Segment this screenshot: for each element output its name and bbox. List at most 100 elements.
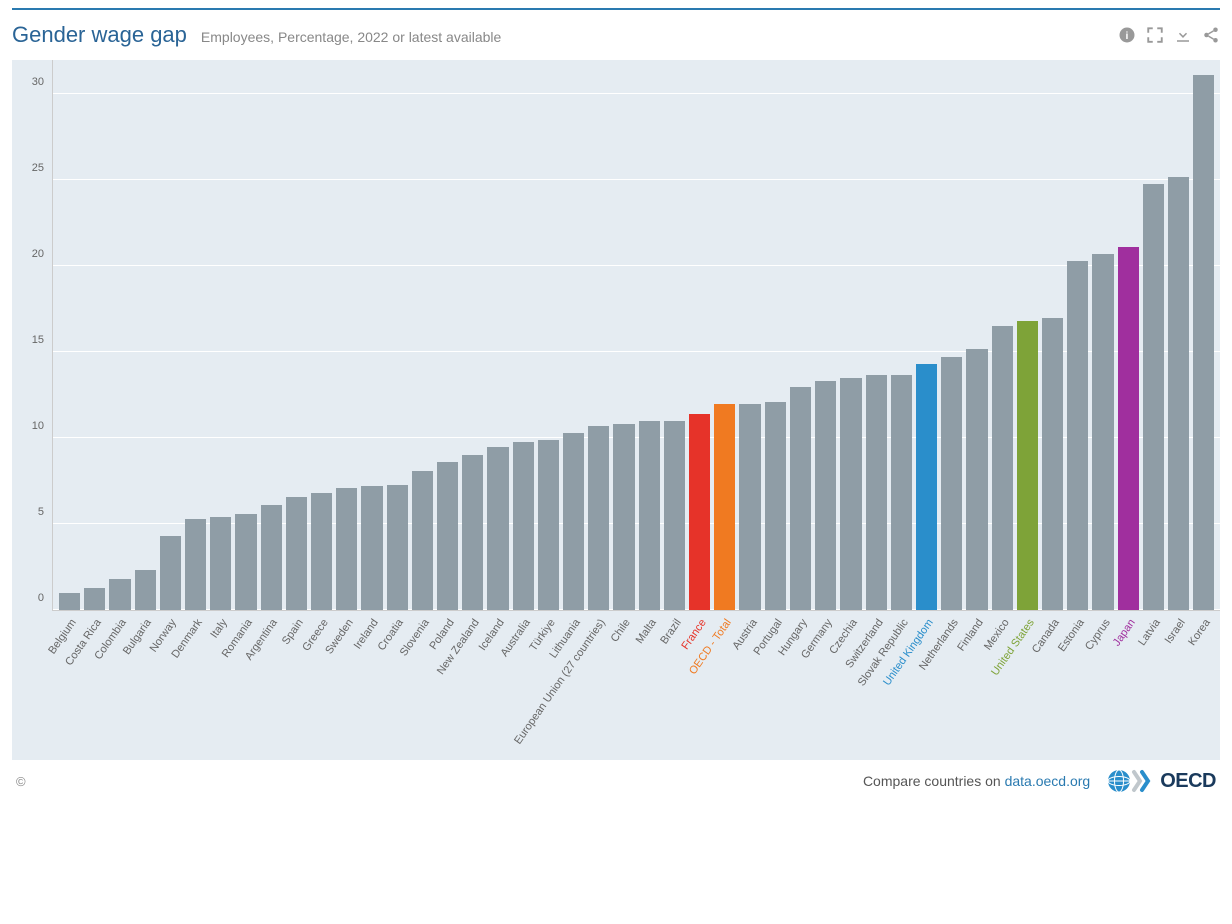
bar[interactable] — [462, 455, 483, 610]
x-label-slot: Bulgaria — [134, 617, 155, 760]
bar[interactable] — [1067, 261, 1088, 610]
bar[interactable] — [714, 404, 735, 610]
x-label-slot: Ireland — [361, 617, 382, 760]
footer-right: Compare countries on data.oecd.org OECD — [863, 768, 1216, 794]
bar[interactable] — [84, 588, 105, 610]
bar[interactable] — [613, 424, 634, 610]
bar[interactable] — [866, 375, 887, 610]
bar[interactable] — [992, 326, 1013, 610]
bar[interactable] — [790, 387, 811, 610]
download-icon[interactable] — [1174, 26, 1192, 44]
bar[interactable] — [109, 579, 130, 610]
bar[interactable] — [160, 536, 181, 610]
bar[interactable] — [916, 364, 937, 610]
svg-text:i: i — [1126, 30, 1129, 42]
bar[interactable] — [1042, 318, 1063, 610]
y-tick-label: 20 — [32, 248, 44, 260]
bar[interactable] — [891, 375, 912, 610]
compare-link[interactable]: data.oecd.org — [1005, 773, 1091, 789]
info-icon[interactable]: i — [1118, 26, 1136, 44]
x-label-slot: Czechia — [840, 617, 861, 760]
bar[interactable] — [437, 462, 458, 610]
bar[interactable] — [412, 471, 433, 610]
x-label-slot: Greece — [310, 617, 331, 760]
bar[interactable] — [664, 421, 685, 610]
x-label-slot: United Kingdom — [915, 617, 936, 760]
bar[interactable] — [59, 593, 80, 610]
copyright: © — [16, 774, 26, 789]
bar[interactable] — [185, 519, 206, 610]
x-label-slot: Costa Rica — [83, 617, 104, 760]
x-label-slot: United States — [1016, 617, 1037, 760]
x-label-slot: Finland — [966, 617, 987, 760]
header-toolbar: i — [1118, 26, 1220, 44]
x-label-slot: Denmark — [184, 617, 205, 760]
bar[interactable] — [361, 486, 382, 610]
fullscreen-icon[interactable] — [1146, 26, 1164, 44]
bar[interactable] — [513, 442, 534, 610]
x-label-slot: European Union (27 countries) — [588, 617, 609, 760]
bar[interactable] — [588, 426, 609, 610]
bar[interactable] — [1193, 75, 1214, 610]
bar[interactable] — [563, 433, 584, 610]
chart-header: Gender wage gap Employees, Percentage, 2… — [12, 18, 1220, 60]
chart-title: Gender wage gap — [12, 22, 187, 48]
bar[interactable] — [210, 517, 231, 610]
oecd-logo[interactable]: OECD — [1106, 768, 1216, 794]
bar[interactable] — [261, 505, 282, 610]
x-axis: BelgiumCosta RicaColombiaBulgariaNorwayD… — [52, 610, 1220, 760]
bar[interactable] — [739, 404, 760, 610]
bar[interactable] — [765, 402, 786, 610]
bar[interactable] — [336, 488, 357, 610]
x-label-slot: Iceland — [487, 617, 508, 760]
bar[interactable] — [639, 421, 660, 610]
top-rule — [12, 8, 1220, 10]
bar[interactable] — [840, 378, 861, 610]
bar[interactable] — [387, 485, 408, 610]
bars-container — [53, 60, 1220, 610]
x-label: Korea — [1187, 617, 1214, 648]
bar[interactable] — [135, 570, 156, 610]
y-tick-label: 5 — [38, 506, 44, 518]
x-label-slot: Malta — [638, 617, 659, 760]
x-label-slot: Italy — [209, 617, 230, 760]
plot — [52, 60, 1220, 610]
bar[interactable] — [689, 414, 710, 610]
x-label-slot: Germany — [815, 617, 836, 760]
x-label: Japan — [1111, 617, 1138, 648]
x-label-slot: Norway — [159, 617, 180, 760]
x-label-slot: New Zealand — [462, 617, 483, 760]
x-label-slot: Argentina — [260, 617, 281, 760]
bar[interactable] — [815, 381, 836, 610]
x-label: Israel — [1163, 617, 1188, 646]
y-tick-label: 25 — [32, 162, 44, 174]
bar[interactable] — [966, 349, 987, 610]
bar[interactable] — [1092, 254, 1113, 610]
y-tick-label: 10 — [32, 420, 44, 432]
oecd-logo-text: OECD — [1160, 770, 1216, 793]
x-label-slot: Spain — [285, 617, 306, 760]
x-label-slot: Brazil — [663, 617, 684, 760]
x-label-slot: Chile — [613, 617, 634, 760]
x-label-slot: OECD - Total — [714, 617, 735, 760]
bar[interactable] — [235, 514, 256, 610]
x-label-slot: Mexico — [991, 617, 1012, 760]
x-label-slot: Portugal — [764, 617, 785, 760]
bar[interactable] — [311, 493, 332, 610]
bar[interactable] — [1168, 177, 1189, 610]
chart-subtitle: Employees, Percentage, 2022 or latest av… — [201, 29, 501, 45]
x-label-slot: Austria — [739, 617, 760, 760]
bar[interactable] — [487, 447, 508, 610]
share-icon[interactable] — [1202, 26, 1220, 44]
bar[interactable] — [941, 357, 962, 610]
header-left: Gender wage gap Employees, Percentage, 2… — [12, 22, 501, 48]
bar[interactable] — [286, 497, 307, 610]
bar[interactable] — [538, 440, 559, 610]
bar[interactable] — [1118, 247, 1139, 610]
x-label: Italy — [208, 617, 229, 640]
bar[interactable] — [1017, 321, 1038, 610]
x-label-slot: France — [688, 617, 709, 760]
x-label-slot: Colombia — [108, 617, 129, 760]
x-label-slot: Cyprus — [1092, 617, 1113, 760]
bar[interactable] — [1143, 184, 1164, 610]
